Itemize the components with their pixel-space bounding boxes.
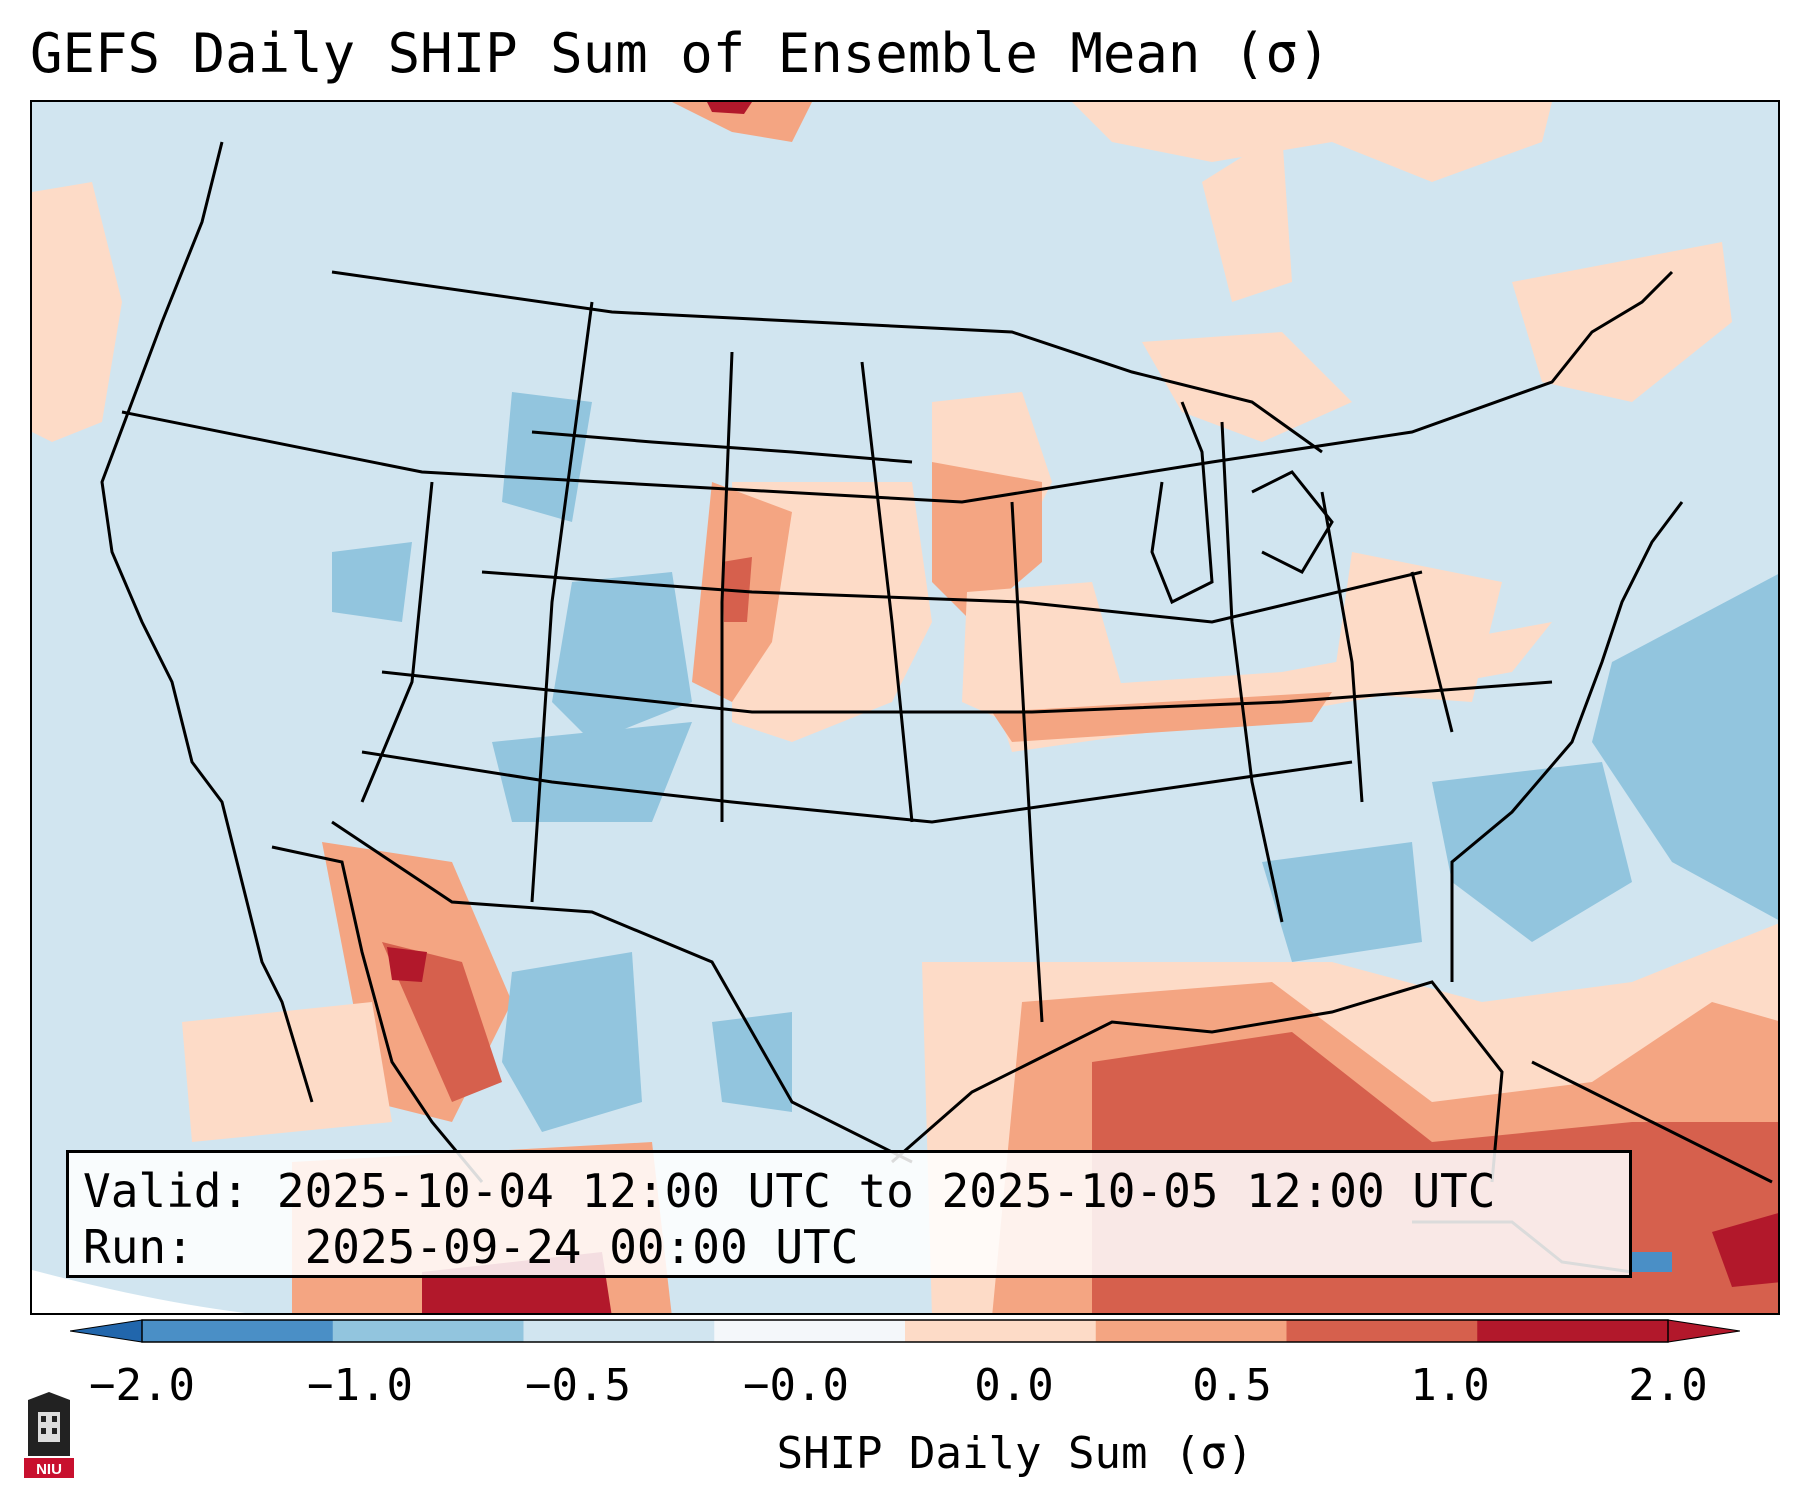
colorbar-segment (1286, 1320, 1478, 1342)
colorbar-arrow-high (1667, 1319, 1740, 1343)
colorbar-segments (142, 1320, 1669, 1342)
niu-logo: NIU (24, 1392, 74, 1478)
colorbar-tick-label: 2.0 (1628, 1360, 1708, 1411)
colorbar-tick-label: −1.0 (307, 1360, 413, 1411)
colorbar-segment (1095, 1320, 1287, 1342)
colorbar-label: SHIP Daily Sum (σ) (776, 1428, 1254, 1479)
coastlines (100, 141, 1773, 1274)
valid-value: 2025-10-04 12:00 UTC to 2025-10-05 12:00… (276, 1164, 1496, 1218)
valid-run-info-box: Valid: 2025-10-04 12:00 UTC to 2025-10-0… (66, 1150, 1632, 1278)
niu-logo-text: NIU (36, 1461, 62, 1478)
colorbar-arrow-low (70, 1319, 143, 1343)
map-panel (30, 100, 1780, 1315)
run-label: Run: (83, 1220, 194, 1274)
colorbar-outline (141, 1319, 1669, 1343)
page-title: GEFS Daily SHIP Sum of Ensemble Mean (σ) (30, 22, 1331, 85)
colorbar-segment (1477, 1320, 1669, 1342)
colorbar-segment (142, 1320, 334, 1342)
valid-label: Valid: (83, 1164, 250, 1218)
colorbar (70, 1319, 1740, 1343)
colorbar-tick-label: 0.0 (974, 1360, 1054, 1411)
colorbar-tick-label: −0.5 (525, 1360, 631, 1411)
colorbar-segment (332, 1320, 524, 1342)
colorbar-segment (714, 1320, 906, 1342)
map-svg (32, 102, 1778, 1313)
colorbar-tick-label: −2.0 (89, 1360, 195, 1411)
colorbar-tick-label: 0.5 (1192, 1360, 1272, 1411)
colorbar-segment (523, 1320, 715, 1342)
colorbar-segment (905, 1320, 1097, 1342)
projection-edge (32, 1270, 246, 1313)
colorbar-tick-label: −0.0 (743, 1360, 849, 1411)
run-value: 2025-09-24 00:00 UTC (304, 1220, 859, 1274)
colorbar-tick-label: 1.0 (1410, 1360, 1490, 1411)
